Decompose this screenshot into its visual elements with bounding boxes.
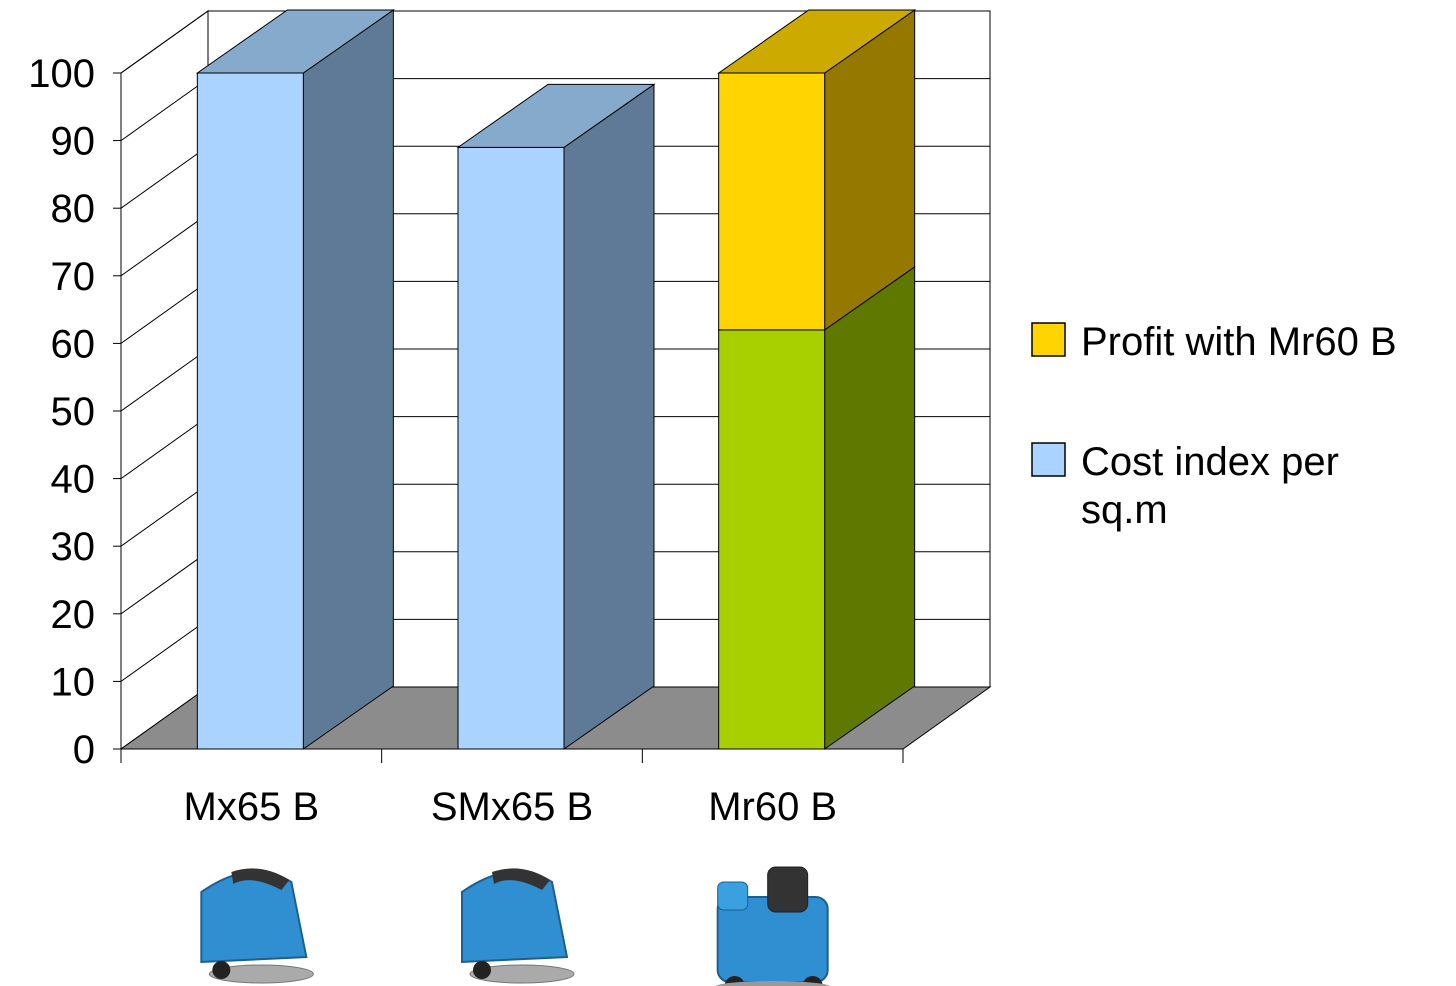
bar-side xyxy=(563,83,655,750)
machine-images xyxy=(200,866,830,986)
y-tick-label: 0 xyxy=(73,728,95,772)
legend-label: Profit with Mr60 B xyxy=(1081,320,1397,364)
y-tick-label: 60 xyxy=(51,322,96,366)
y-tick-label: 10 xyxy=(51,660,96,704)
y-tick-label: 50 xyxy=(51,390,96,434)
bar-side xyxy=(824,265,916,750)
machine-squeegee xyxy=(208,964,314,984)
y-axis: 0 10 20 30 40 50 60 70 80 90 100 xyxy=(28,52,122,772)
machine-wheel xyxy=(473,961,491,979)
x-category-label: Mx65 B xyxy=(184,785,320,829)
legend-label: Cost index per xyxy=(1081,440,1339,484)
machine-seat xyxy=(767,866,809,913)
y-tick-label: 70 xyxy=(51,255,96,299)
machine-body xyxy=(200,870,308,964)
machine-wheel xyxy=(212,961,231,979)
x-category-label: Mr60 B xyxy=(708,785,837,829)
ride-on-scrubber-icon xyxy=(715,866,830,986)
bars xyxy=(195,9,917,750)
bar-top xyxy=(717,9,917,74)
legend-label: sq.m xyxy=(1081,488,1168,532)
bar-top xyxy=(456,83,656,148)
scrubber-dryer-icon xyxy=(461,868,575,984)
machine-squeegee xyxy=(469,964,575,984)
y-tick-label: 30 xyxy=(51,525,96,569)
bar xyxy=(718,329,826,750)
legend-swatch xyxy=(1031,322,1066,357)
y-tick-label: 100 xyxy=(28,52,95,96)
x-axis: Mx65 B SMx65 B Mr60 B xyxy=(120,748,904,829)
machine-handle xyxy=(231,868,290,890)
scrubber-dryer-icon xyxy=(200,868,314,984)
machine-handle xyxy=(492,868,550,890)
bar xyxy=(196,72,304,750)
y-tick-label: 80 xyxy=(51,187,96,231)
gridline xyxy=(120,10,990,74)
y-tick-label: 90 xyxy=(51,120,96,164)
bar xyxy=(718,72,826,331)
machine-squeegee xyxy=(715,981,830,986)
legend-swatch xyxy=(1031,442,1066,477)
machine-hood xyxy=(717,881,749,911)
bar-top xyxy=(195,9,395,74)
y-tick-label: 40 xyxy=(51,458,96,502)
x-category-label: SMx65 B xyxy=(431,785,593,829)
bar xyxy=(457,146,565,750)
machine-body xyxy=(461,870,569,964)
bar-side xyxy=(302,9,394,750)
y-tick-label: 20 xyxy=(51,593,96,637)
